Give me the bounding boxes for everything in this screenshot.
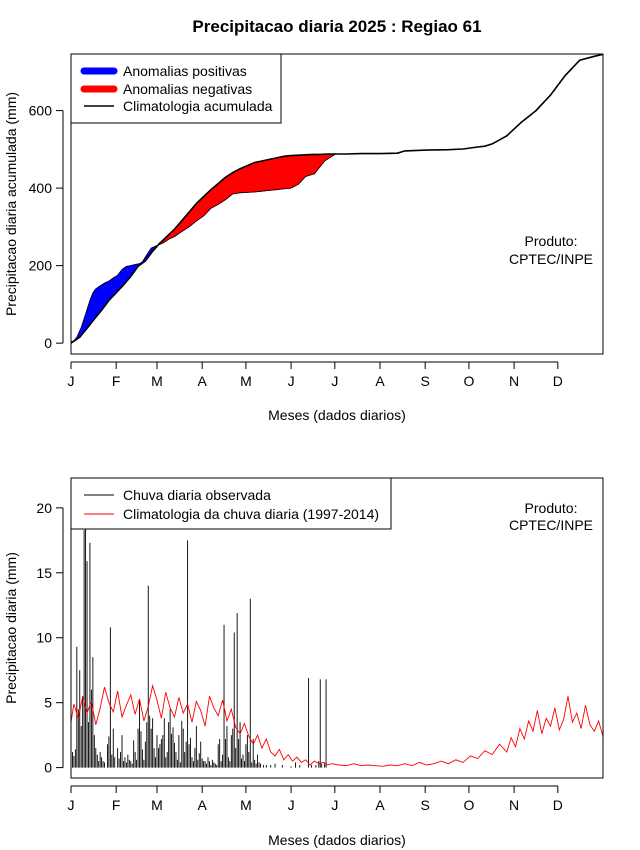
observed-cumulative-line [70, 154, 336, 343]
legend-label-negative: Anomalias negativas [123, 81, 252, 97]
plot-frame-top [70, 53, 604, 355]
observed-daily-bars [70, 507, 327, 768]
x-tick-label-bottom: A [198, 797, 208, 813]
y-tick-label-bottom: 20 [36, 500, 52, 516]
y-tick-label-bottom: 0 [44, 760, 52, 776]
x-tick-label-top: J [288, 373, 295, 389]
x-tick-label-top: M [151, 373, 163, 389]
legend-label-observed: Chuva diaria observada [123, 487, 271, 503]
y-tick-label-top: 400 [29, 180, 53, 196]
x-tick-label-bottom: O [463, 797, 474, 813]
y-tick-label-top: 600 [29, 103, 53, 119]
legend-top: Anomalias positivas Anomalias negativas … [70, 53, 282, 124]
y-tick-label-bottom: 10 [36, 630, 52, 646]
x-tick-label-top: M [240, 373, 252, 389]
legend-label-climatology: Climatologia acumulada [123, 98, 273, 114]
x-tick-label-bottom: F [112, 797, 121, 813]
anomaly-fills [70, 153, 336, 344]
y-axis-top: 0 200 400 600 [29, 103, 64, 351]
product-label-top: Produto: [525, 233, 578, 249]
x-axis-label-bottom: Meses (dados diarios) [268, 832, 406, 848]
y-tick-label-top: 200 [29, 258, 53, 274]
x-tick-label-bottom: M [240, 797, 252, 813]
y-axis-label-top: Precipitacao diaria acumulada (mm) [3, 92, 19, 316]
x-tick-label-top: F [112, 373, 121, 389]
x-tick-label-bottom: J [331, 797, 338, 813]
y-tick-label-bottom: 5 [44, 695, 52, 711]
y-axis-label-bottom: Precipitacao diaria (mm) [3, 552, 19, 704]
climatology-cumulative-line [70, 53, 604, 344]
x-tick-label-top: A [198, 373, 208, 389]
legend-box-bottom [70, 477, 392, 530]
x-tick-label-top: S [421, 373, 430, 389]
x-tick-label-top: O [463, 373, 474, 389]
x-tick-label-bottom: S [421, 797, 430, 813]
x-tick-label-bottom: J [68, 797, 75, 813]
product-label-bottom: Produto: [525, 500, 578, 516]
x-tick-label-top: J [68, 373, 75, 389]
x-axis-label-top: Meses (dados diarios) [268, 407, 406, 423]
daily-precip-panel: 0 5 10 15 20 J F M A M J J A S O N D Meses (dados diari… [3, 477, 604, 848]
y-axis-bottom: 0 5 10 15 20 [36, 500, 64, 776]
product-source-top: CPTEC/INPE [509, 251, 593, 267]
legend-label-positive: Anomalias positivas [123, 63, 247, 79]
product-source-bottom: CPTEC/INPE [509, 517, 593, 533]
x-tick-label-bottom: N [509, 797, 519, 813]
x-tick-label-bottom: A [375, 797, 385, 813]
x-tick-label-bottom: M [151, 797, 163, 813]
cumulative-precip-panel: 0 200 400 600 J F M A M J J A S O N D Meses (dados dia… [3, 53, 604, 423]
x-tick-label-bottom: J [288, 797, 295, 813]
legend-bottom: Chuva diaria observada Climatologia da c… [70, 477, 392, 530]
chart-title: Precipitacao diaria 2025 : Regiao 61 [192, 17, 481, 36]
x-tick-label-top: J [331, 373, 338, 389]
x-tick-label-top: N [509, 373, 519, 389]
y-tick-label-top: 0 [44, 335, 52, 351]
climatology-daily-line [70, 684, 604, 767]
y-tick-label-bottom: 15 [36, 565, 52, 581]
x-tick-label-top: D [553, 373, 563, 389]
x-tick-label-bottom: D [553, 797, 563, 813]
x-tick-label-top: A [375, 373, 385, 389]
legend-label-daily-climatology: Climatologia da chuva diaria (1997-2014) [123, 506, 379, 522]
